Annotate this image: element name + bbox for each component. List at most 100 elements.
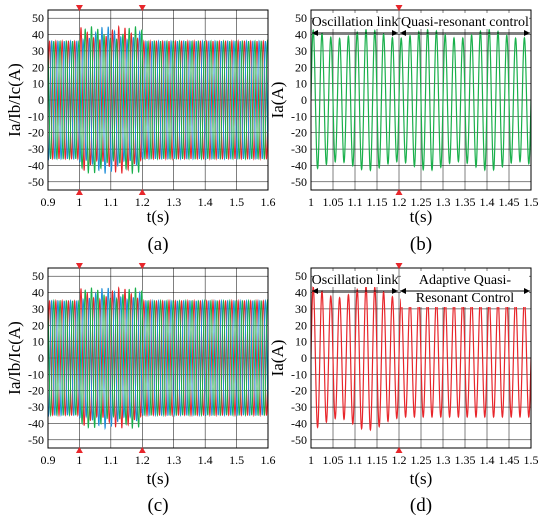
y-tick-label: -40 [291, 158, 307, 172]
x-tick-label: 1.5 [229, 453, 244, 467]
y-axis-label: Ia(A) [268, 340, 287, 377]
y-tick-label: -50 [291, 175, 307, 189]
y-tick-label: -10 [291, 367, 307, 381]
y-tick-label: 10 [295, 335, 307, 349]
waveforms [311, 28, 531, 172]
y-tick-label: -20 [291, 384, 307, 398]
y-tick-label: -20 [28, 126, 44, 140]
x-tick-label: 1.1 [103, 453, 118, 467]
series-line-1 [311, 284, 531, 432]
x-tick-label: 1.3 [166, 453, 181, 467]
x-tick-label: 1.6 [261, 195, 276, 209]
y-tick-label: 30 [32, 44, 44, 58]
series-line-2 [48, 287, 268, 431]
x-tick-label: 1.4 [198, 195, 213, 209]
annotation-bg [401, 271, 529, 307]
series-line-1 [48, 286, 268, 429]
grid-lines [310, 10, 532, 190]
plot-frame [47, 9, 269, 191]
y-tick-label: 0 [38, 351, 44, 365]
x-tick-label: 1.2 [135, 453, 150, 467]
series-line-3 [48, 26, 268, 175]
x-tick-label: 1.4 [198, 453, 213, 467]
annotation-group: Oscillation link Quasi-resonant control [312, 13, 530, 36]
x-tick-label: 1.4 [480, 195, 495, 209]
marker-bottom [75, 447, 83, 453]
arrow-head-right [524, 30, 530, 36]
x-tick-label: 1.3 [436, 195, 451, 209]
x-tick-label: 0.9 [41, 453, 56, 467]
y-tick-label: 40 [32, 286, 44, 300]
arrow-head-left [400, 288, 406, 294]
waveforms [48, 286, 268, 431]
marker-top [75, 263, 83, 269]
y-tick-label: -20 [291, 126, 307, 140]
y-tick-label: -30 [291, 400, 307, 414]
series-line-2 [48, 26, 268, 174]
x-axis-label: t(s) [410, 469, 433, 488]
y-tick-label: 50 [32, 269, 44, 283]
x-tick-label: 1.4 [480, 453, 495, 467]
x-tick-label: 1.35 [455, 195, 476, 209]
marker-top [395, 5, 403, 11]
x-tick-label: 1.1 [348, 453, 363, 467]
x-tick-label: 1.25 [411, 195, 432, 209]
y-tick-label: 20 [295, 60, 307, 74]
y-tick-label: 0 [301, 351, 307, 365]
arrow-head-left [312, 288, 318, 294]
arrow-head-right [392, 30, 398, 36]
chart-panel-d: 50 40 30 20 10 0 -10 -20 -30 -40 -501 1.05 1.1 1.15 1.… [268, 263, 539, 516]
annotation-bg [401, 13, 529, 29]
waveforms [311, 284, 531, 432]
x-tick-label: 1.6 [261, 453, 276, 467]
y-tick-label: -50 [28, 433, 44, 447]
x-axis-label: t(s) [410, 207, 433, 226]
arrow-head-left [312, 30, 318, 36]
annotation-bg [313, 13, 397, 29]
y-tick-label: 0 [301, 93, 307, 107]
y-axis-label: Ia/Ib/Ic(A) [5, 63, 24, 137]
annotation-control-line2: Resonant Control [416, 291, 514, 306]
marker-bottom [138, 447, 146, 453]
y-tick-label: 30 [295, 44, 307, 58]
y-tick-label: 30 [295, 302, 307, 316]
y-tick-label: -50 [291, 433, 307, 447]
annotation-control: Quasi-resonant control [401, 15, 529, 30]
x-tick-label: 1.3 [166, 195, 181, 209]
chart-panel-b: 50 40 30 20 10 0 -10 -20 -30 -40 -501 1.05 1.1 1.15 1.… [268, 5, 539, 255]
y-tick-label: 20 [295, 318, 307, 332]
y-tick-label: 50 [295, 11, 307, 25]
y-tick-label: -20 [28, 384, 44, 398]
x-tick-label: 1.2 [392, 195, 407, 209]
y-tick-label: -10 [28, 367, 44, 381]
marker-bottom [75, 189, 83, 195]
panel-caption: (a) [147, 234, 168, 255]
y-axis-label: Ia/Ib/Ic(A) [5, 321, 24, 395]
x-tick-label: 1.2 [135, 195, 150, 209]
y-tick-label: 40 [295, 28, 307, 42]
annotation-oscillation-link: Oscillation link [312, 15, 399, 30]
x-tick-label: 1.05 [323, 453, 344, 467]
x-tick-label: 1.1 [348, 195, 363, 209]
panel-caption: (b) [410, 234, 432, 255]
x-tick-label: 0.9 [41, 195, 56, 209]
plot-frame [47, 267, 269, 449]
annotation-oscillation-link: Oscillation link [312, 273, 399, 288]
y-tick-label: -40 [28, 158, 44, 172]
y-tick-label: -10 [291, 109, 307, 123]
y-tick-label: 40 [32, 28, 44, 42]
y-tick-label: 50 [32, 11, 44, 25]
y-tick-label: 10 [295, 77, 307, 91]
marker-top [138, 5, 146, 11]
y-tick-label: 40 [295, 286, 307, 300]
panel-caption: (d) [410, 495, 432, 516]
x-tick-label: 1 [308, 195, 314, 209]
y-tick-label: -30 [28, 400, 44, 414]
y-tick-label: 10 [32, 335, 44, 349]
x-tick-label: 1.05 [323, 195, 344, 209]
y-tick-label: -30 [291, 142, 307, 156]
x-tick-label: 1 [308, 453, 314, 467]
y-tick-label: 20 [32, 60, 44, 74]
y-tick-label: 20 [32, 318, 44, 332]
